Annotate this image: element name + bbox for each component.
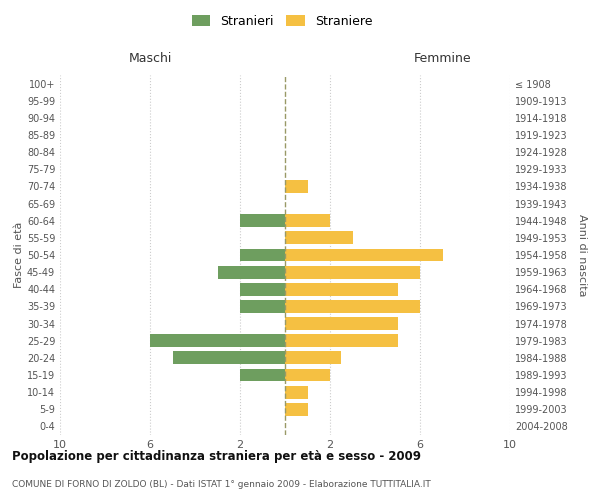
- Bar: [240, 283, 285, 296]
- Text: Maschi: Maschi: [128, 52, 172, 64]
- Bar: [285, 403, 308, 415]
- Text: Popolazione per cittadinanza straniera per età e sesso - 2009: Popolazione per cittadinanza straniera p…: [12, 450, 421, 463]
- Bar: [285, 352, 341, 364]
- Bar: [285, 266, 420, 278]
- Bar: [218, 266, 285, 278]
- Bar: [285, 386, 308, 398]
- Y-axis label: Fasce di età: Fasce di età: [14, 222, 24, 288]
- Bar: [240, 248, 285, 262]
- Bar: [285, 317, 398, 330]
- Text: Femmine: Femmine: [413, 52, 472, 64]
- Bar: [285, 283, 398, 296]
- Bar: [285, 180, 308, 193]
- Bar: [285, 214, 330, 227]
- Text: COMUNE DI FORNO DI ZOLDO (BL) - Dati ISTAT 1° gennaio 2009 - Elaborazione TUTTIT: COMUNE DI FORNO DI ZOLDO (BL) - Dati IST…: [12, 480, 431, 489]
- Bar: [285, 368, 330, 382]
- Bar: [285, 334, 398, 347]
- Bar: [285, 248, 443, 262]
- Y-axis label: Anni di nascita: Anni di nascita: [577, 214, 587, 296]
- Bar: [240, 300, 285, 313]
- Bar: [285, 232, 353, 244]
- Bar: [240, 214, 285, 227]
- Bar: [173, 352, 285, 364]
- Bar: [240, 368, 285, 382]
- Bar: [150, 334, 285, 347]
- Legend: Stranieri, Straniere: Stranieri, Straniere: [188, 11, 376, 32]
- Bar: [285, 300, 420, 313]
